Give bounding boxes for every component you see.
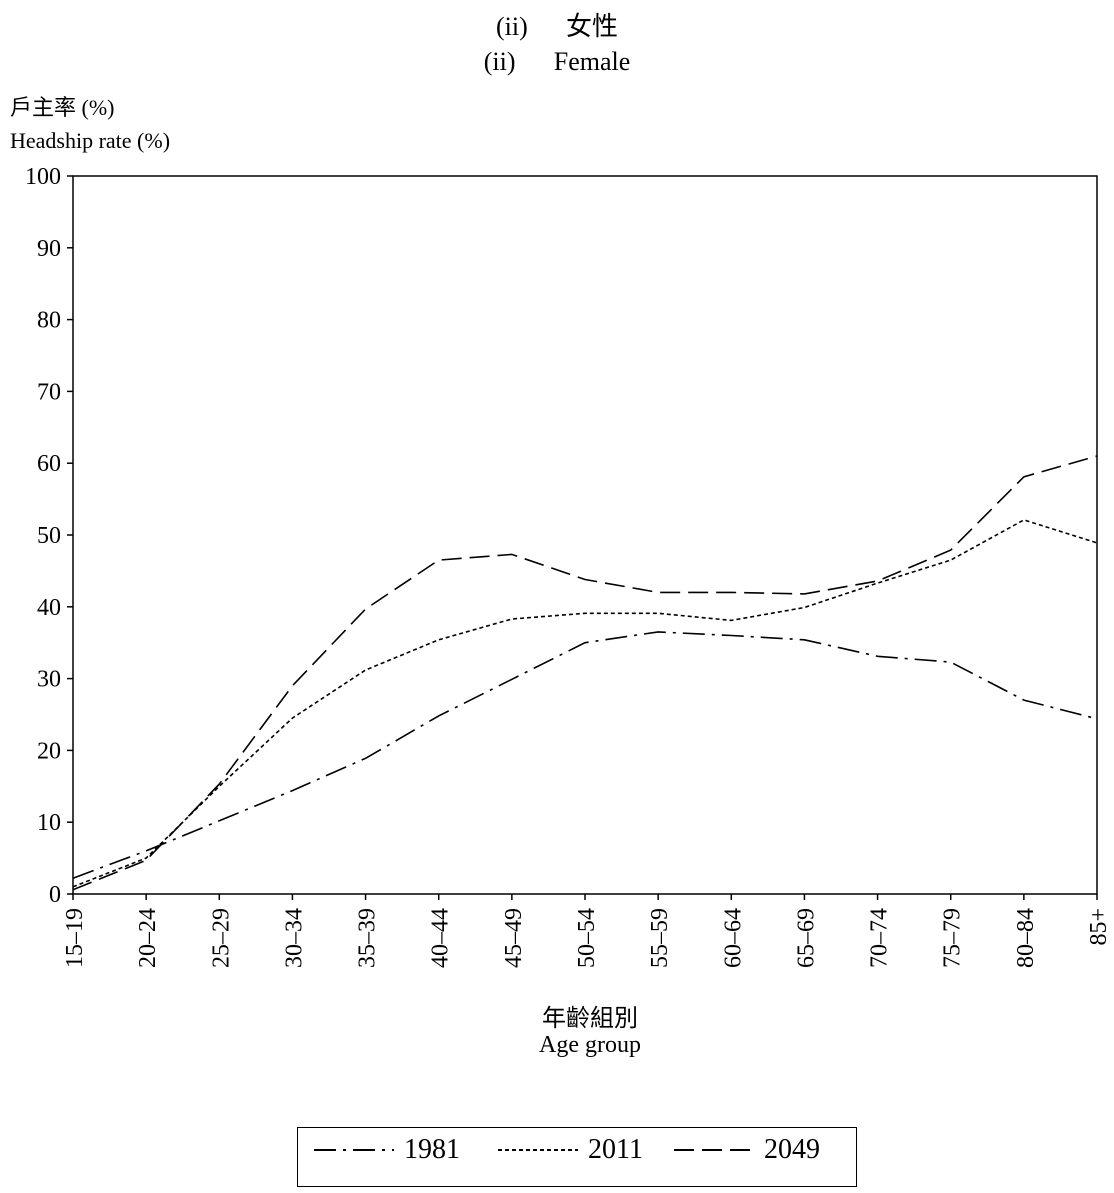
x-tick-label: 50–54 bbox=[574, 908, 600, 968]
legend-label-2049: 2049 bbox=[764, 1134, 820, 1165]
y-tick-label: 60 bbox=[37, 451, 61, 477]
y-tick-label: 90 bbox=[37, 236, 61, 262]
x-tick-label: 15–19 bbox=[62, 908, 88, 968]
chart-legend: 1981 2011 2049 bbox=[297, 1127, 857, 1187]
x-tick-label: 55–59 bbox=[647, 908, 673, 968]
legend-label-2011: 2011 bbox=[588, 1134, 643, 1165]
title-text-zh: 女性 bbox=[565, 12, 618, 41]
x-tick-label: 85+ bbox=[1086, 908, 1112, 946]
x-axis-label-zh: 年齡組別 bbox=[542, 1006, 638, 1032]
x-tick-label: 25–29 bbox=[208, 908, 234, 968]
y-tick-label: 80 bbox=[37, 308, 61, 334]
x-tick-label: 20–24 bbox=[135, 908, 161, 968]
y-tick-label: 40 bbox=[37, 595, 61, 621]
legend-graphic: 1981 2011 2049 bbox=[314, 1134, 820, 1165]
x-axis-label-en: Age group bbox=[539, 1032, 641, 1058]
x-tick-label: 80–84 bbox=[1013, 908, 1039, 968]
x-tick-label: 35–39 bbox=[355, 908, 381, 968]
y-axis-label-zh: 戶主率 (%) bbox=[10, 95, 115, 120]
series-line-2049 bbox=[72, 455, 1098, 891]
title-text-en: Female bbox=[553, 47, 631, 76]
y-tick-label: 70 bbox=[37, 379, 61, 405]
y-tick-label: 20 bbox=[37, 738, 61, 764]
x-tick-label: 30–34 bbox=[281, 908, 307, 968]
plot-frame bbox=[72, 175, 1098, 895]
x-tick-label: 60–64 bbox=[720, 908, 746, 968]
title-number: (ii) bbox=[483, 47, 516, 76]
y-tick-label: 50 bbox=[37, 523, 61, 549]
chart-title-en: (ii) Female bbox=[0, 47, 1114, 77]
line-chart: 0 10 20 30 40 50 60 70 80 90 100 15–19 20–24 25–29 30–… bbox=[25, 164, 1112, 968]
x-tick-label: 45–49 bbox=[501, 908, 527, 968]
chart-title-zh: (ii) 女性 bbox=[0, 6, 1114, 43]
x-tick-label: 65–69 bbox=[793, 908, 819, 968]
series-line-1981 bbox=[72, 631, 1098, 879]
y-tick-label: 10 bbox=[37, 810, 61, 836]
y-tick-label: 100 bbox=[25, 164, 61, 190]
legend-label-1981: 1981 bbox=[404, 1134, 460, 1165]
y-tick-label: 30 bbox=[37, 667, 61, 693]
y-tick-label: 0 bbox=[49, 882, 61, 908]
x-tick-label: 40–44 bbox=[428, 908, 454, 968]
title-number: (ii) bbox=[495, 12, 528, 41]
series-line-2011 bbox=[72, 519, 1098, 888]
y-axis-label-en: Headship rate (%) bbox=[10, 128, 171, 153]
x-tick-label: 75–79 bbox=[940, 908, 966, 968]
x-tick-label: 70–74 bbox=[867, 908, 893, 968]
